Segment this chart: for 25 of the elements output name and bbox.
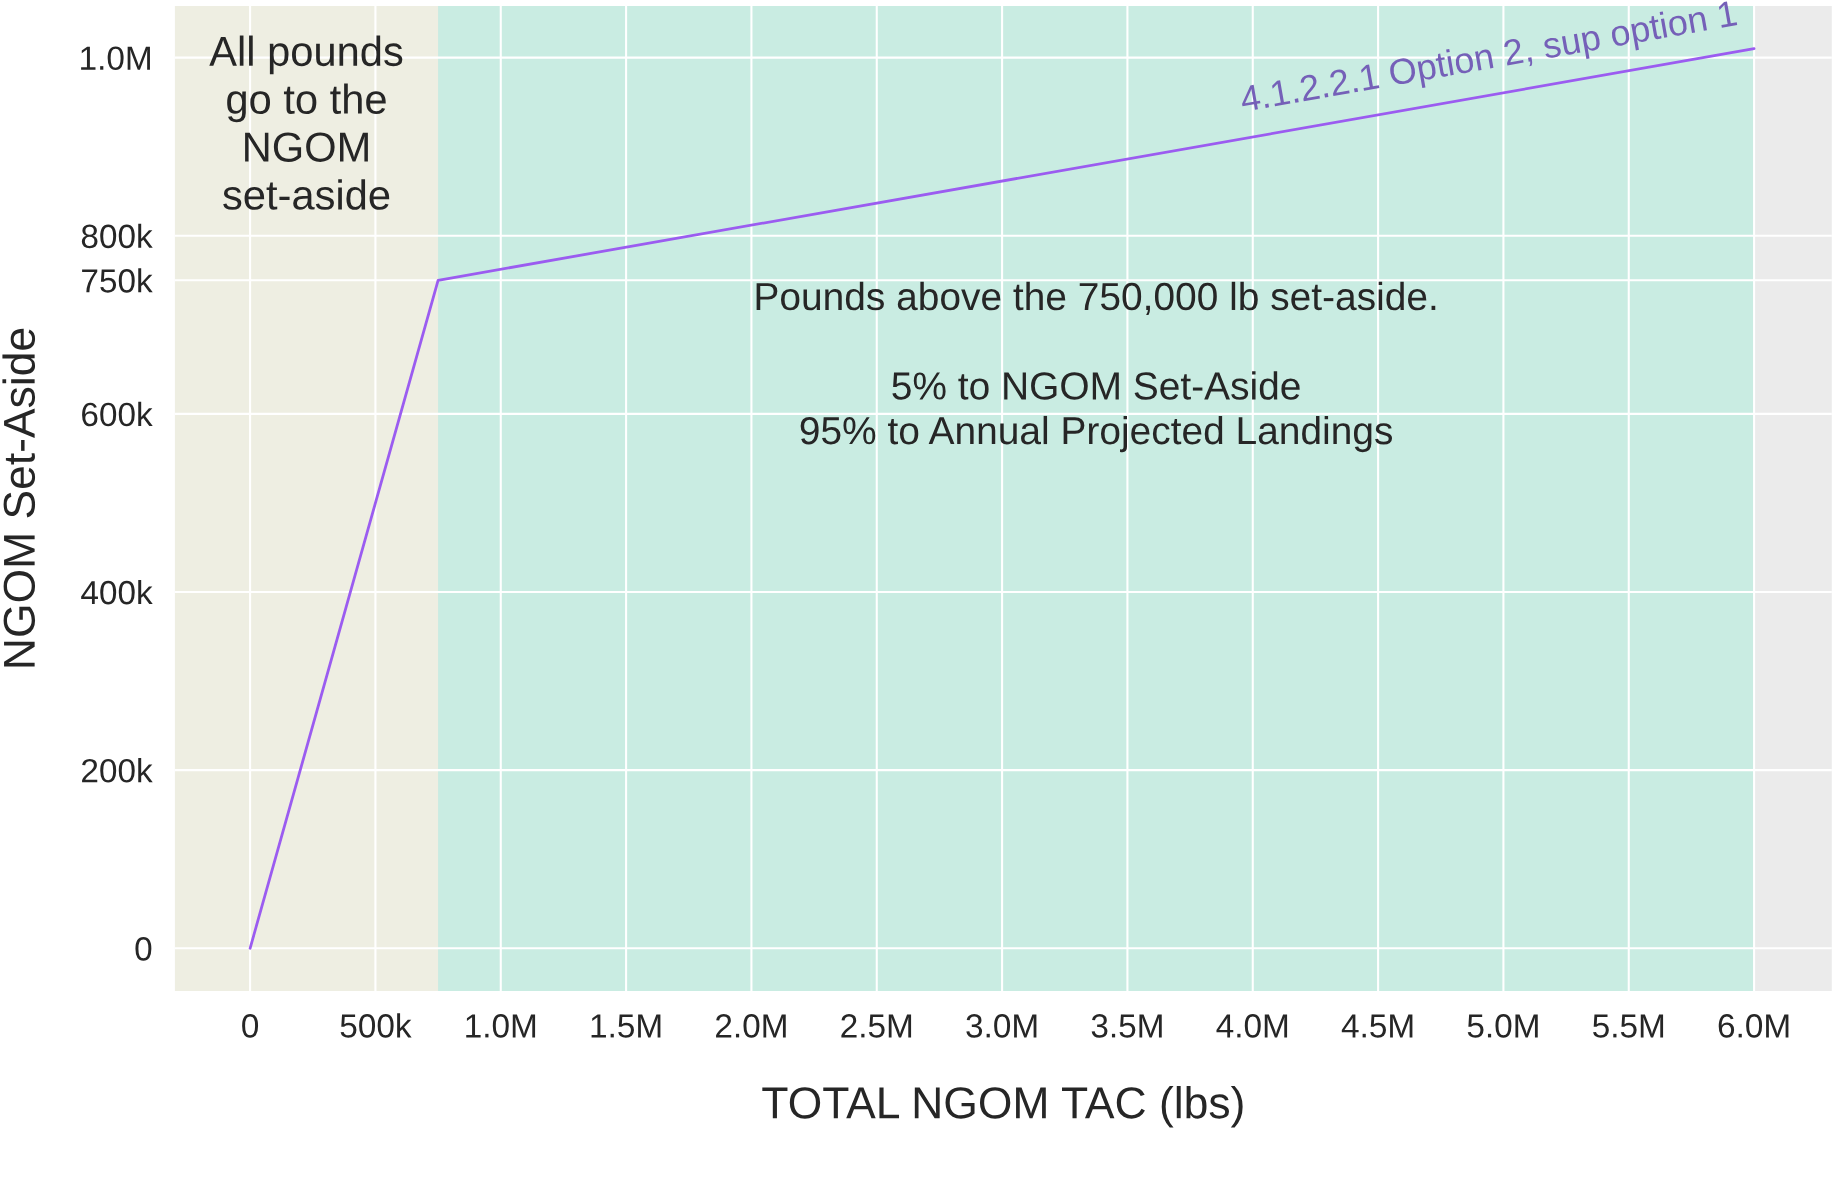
x-tick-label: 0	[242, 1014, 259, 1038]
y-tick-label: 750k	[82, 268, 153, 293]
x-tick-label: 3.5M	[1091, 1014, 1162, 1038]
x-axis-title: TOTAL NGOM TAC (lbs)	[762, 1085, 1243, 1128]
band-label: All pounds go to the NGOM set-aside	[209, 35, 403, 210]
x-tick-label: 1.0M	[466, 1014, 536, 1038]
y-tick-label: 600k	[82, 401, 153, 427]
x-tick-label: 6.0M	[1718, 1014, 1789, 1038]
x-tick-label: 5.0M	[1467, 1014, 1538, 1038]
y-axis-title: NGOM Set-Aside	[2, 328, 36, 667]
y-tick-label: 200k	[82, 758, 153, 783]
x-tick-label: 2.0M	[716, 1014, 786, 1038]
x-tick-label: 1.5M	[591, 1014, 661, 1038]
y-tick-label: 400k	[81, 579, 153, 605]
x-tick-label: 2.5M	[841, 1014, 912, 1038]
text: Pounds above the 750,000 lb set-aside. 5% to NGOM Set-Aside 95% to Annual Projected Landings	[756, 281, 1436, 453]
x-tick-label: 4.5M	[1341, 1014, 1413, 1038]
x-tick-label: 5.5M	[1593, 1014, 1664, 1038]
x-tick-label: 4.0M	[1216, 1014, 1288, 1038]
x-tick-label: 3.0M	[966, 1014, 1037, 1038]
y-tick-label: 800k	[81, 223, 153, 249]
text: 4.1.2.2.1 Option 2, sup option 1	[1238, 0, 1739, 120]
y-tick-label: 0	[135, 937, 152, 961]
y-tick-label: 1.0M	[81, 46, 150, 71]
x-tick-label: 500k	[340, 1013, 412, 1038]
